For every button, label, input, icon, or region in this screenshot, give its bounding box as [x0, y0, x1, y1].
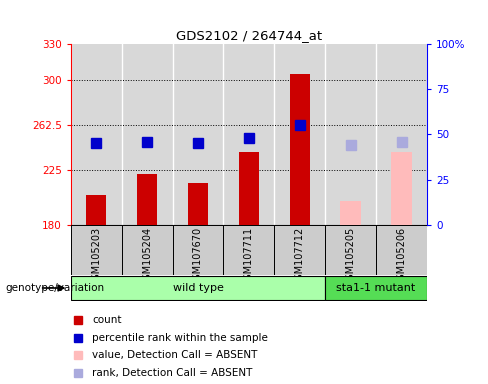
Text: GSM105205: GSM105205 — [346, 227, 356, 286]
Bar — [137, 174, 157, 225]
Bar — [391, 152, 412, 225]
Text: count: count — [92, 315, 122, 325]
Text: GSM107712: GSM107712 — [295, 227, 305, 286]
Bar — [376, 225, 427, 275]
Bar — [289, 74, 310, 225]
Bar — [173, 225, 224, 275]
Text: GSM107711: GSM107711 — [244, 227, 254, 286]
Text: percentile rank within the sample: percentile rank within the sample — [92, 333, 268, 343]
Bar — [86, 195, 106, 225]
Text: value, Detection Call = ABSENT: value, Detection Call = ABSENT — [92, 349, 258, 360]
Title: GDS2102 / 264744_at: GDS2102 / 264744_at — [176, 28, 322, 41]
Bar — [122, 225, 173, 275]
Text: wild type: wild type — [173, 283, 224, 293]
Bar — [274, 225, 325, 275]
Bar — [325, 276, 427, 300]
Bar — [341, 200, 361, 225]
Bar — [239, 152, 259, 225]
Text: genotype/variation: genotype/variation — [5, 283, 104, 293]
Bar — [325, 225, 376, 275]
Bar — [71, 276, 325, 300]
Text: GSM105206: GSM105206 — [397, 227, 407, 286]
Text: rank, Detection Call = ABSENT: rank, Detection Call = ABSENT — [92, 368, 252, 378]
Bar — [224, 225, 274, 275]
Text: GSM105203: GSM105203 — [91, 227, 101, 286]
Bar — [188, 182, 208, 225]
Text: GSM107670: GSM107670 — [193, 227, 203, 286]
Bar — [71, 225, 122, 275]
Text: GSM105204: GSM105204 — [142, 227, 152, 286]
Text: sta1-1 mutant: sta1-1 mutant — [337, 283, 416, 293]
